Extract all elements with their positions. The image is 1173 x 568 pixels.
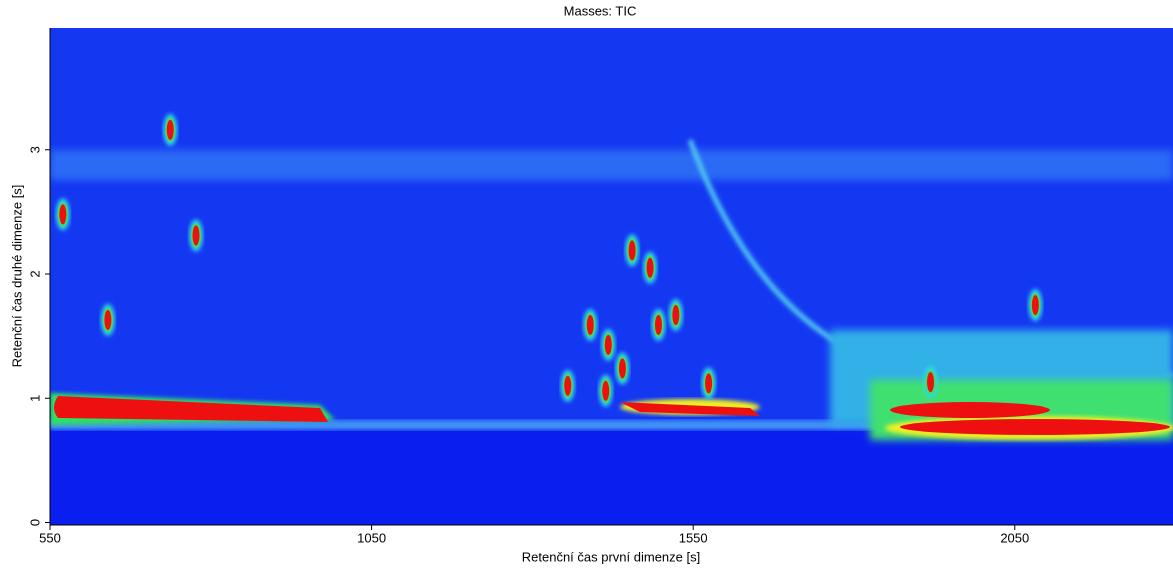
y-tick-label: 3 <box>27 146 42 153</box>
peak <box>618 358 626 379</box>
band-peak <box>54 396 328 422</box>
x-tick-label: 1050 <box>357 530 386 545</box>
peak <box>104 309 112 330</box>
peak <box>672 305 680 326</box>
background-band <box>50 420 1173 430</box>
y-tick-label: 1 <box>27 395 42 402</box>
x-tick-label: 2050 <box>1000 530 1029 545</box>
peak <box>59 204 67 225</box>
band-peak <box>890 402 1050 418</box>
chart-title: Masses: TIC <box>564 3 637 18</box>
peak <box>646 257 654 278</box>
peak <box>586 314 594 335</box>
peak <box>166 119 174 140</box>
peak <box>1031 295 1039 316</box>
x-axis-title: Retenční čas první dimenze [s] <box>522 549 700 564</box>
x-tick-label: 550 <box>39 530 61 545</box>
peak <box>192 225 200 246</box>
x-tick-label: 1550 <box>679 530 708 545</box>
peak <box>705 373 713 394</box>
y-tick-label: 0 <box>27 519 42 526</box>
y-axis-title: Retenční čas druhé dimenze [s] <box>9 185 24 368</box>
y-tick-label: 2 <box>27 270 42 277</box>
background-lower <box>50 428 1173 525</box>
plot-area <box>50 28 1173 525</box>
band-peak <box>900 419 1170 435</box>
peak <box>602 380 610 401</box>
peak <box>654 314 662 335</box>
peak <box>927 372 935 393</box>
peak <box>564 375 572 396</box>
peak <box>628 240 636 261</box>
peak <box>604 334 612 355</box>
peaks <box>55 113 1043 407</box>
band-peak <box>620 402 760 416</box>
background-band <box>50 150 1173 180</box>
